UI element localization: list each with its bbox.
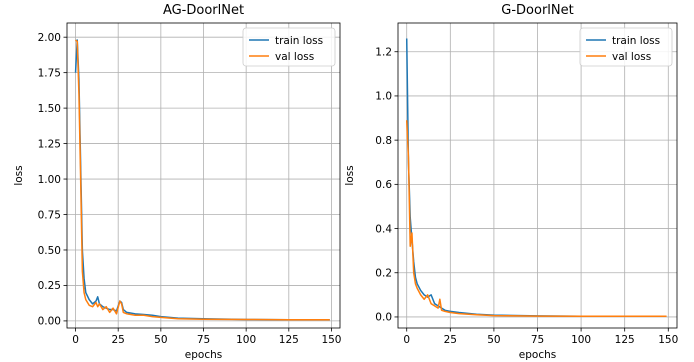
legend-label-val: val loss: [275, 51, 314, 63]
x-axis-label: epochs: [519, 349, 556, 361]
x-tick-label: 0: [403, 334, 410, 346]
y-tick-label: 1.2: [375, 47, 392, 59]
x-tick-label: 0: [72, 334, 79, 346]
y-tick-label: 0.00: [38, 316, 61, 328]
legend-label-val: val loss: [612, 51, 651, 63]
y-tick-label: 1.50: [38, 103, 61, 115]
y-tick-label: 1.75: [38, 67, 61, 79]
chart-panel-2: 0 25 50 75 100 125 150 0.0 0.2 0.4 0.6 0.8 1.0 1.2 G-D…: [344, 3, 678, 361]
y-axis-label: loss: [13, 165, 25, 185]
x-axis-label: epochs: [185, 349, 222, 361]
x-tick-label: 75: [197, 334, 210, 346]
chart-title: G-DoorlNet: [501, 3, 573, 18]
x-tick-label: 150: [658, 334, 678, 346]
legend-label-train: train loss: [612, 35, 660, 47]
legend-label-train: train loss: [275, 35, 323, 47]
y-tick-label: 0.50: [38, 245, 61, 257]
series-line-val: [75, 39, 330, 321]
y-tick-label: 0.75: [38, 209, 61, 221]
x-tick-label: 125: [615, 334, 635, 346]
y-tick-label: 0.0: [375, 312, 392, 324]
x-tick-label: 25: [444, 334, 457, 346]
x-tick-label: 150: [321, 334, 341, 346]
y-tick-label: 0.4: [375, 223, 392, 235]
y-tick-label: 0.2: [375, 268, 392, 280]
y-tick-label: 0.25: [38, 280, 61, 292]
y-tick-label: 1.00: [38, 174, 61, 186]
legend: train loss val loss: [579, 27, 673, 67]
x-tick-label: 25: [112, 334, 125, 346]
x-tick-label: 125: [279, 334, 299, 346]
y-axis-label: loss: [344, 165, 356, 185]
chart-panel-1: 0 25 50 75 100 125 150 0.00 0.25 0.50 0.75 1.00 1.25…: [13, 3, 341, 361]
y-tick-label: 0.6: [375, 179, 392, 191]
chart-title: AG-DoorlNet: [163, 3, 244, 18]
legend: train loss val loss: [242, 27, 336, 67]
series-line-val: [405, 120, 667, 318]
x-tick-label: 50: [487, 334, 500, 346]
x-tick-label: 100: [236, 334, 256, 346]
x-tick-label: 50: [154, 334, 167, 346]
x-tick-label: 100: [571, 334, 591, 346]
y-tick-label: 2.00: [38, 32, 61, 44]
y-tick-label: 1.0: [375, 91, 392, 103]
x-tick-label: 75: [531, 334, 544, 346]
y-tick-label: 1.25: [38, 138, 61, 150]
y-tick-label: 0.8: [375, 135, 392, 147]
